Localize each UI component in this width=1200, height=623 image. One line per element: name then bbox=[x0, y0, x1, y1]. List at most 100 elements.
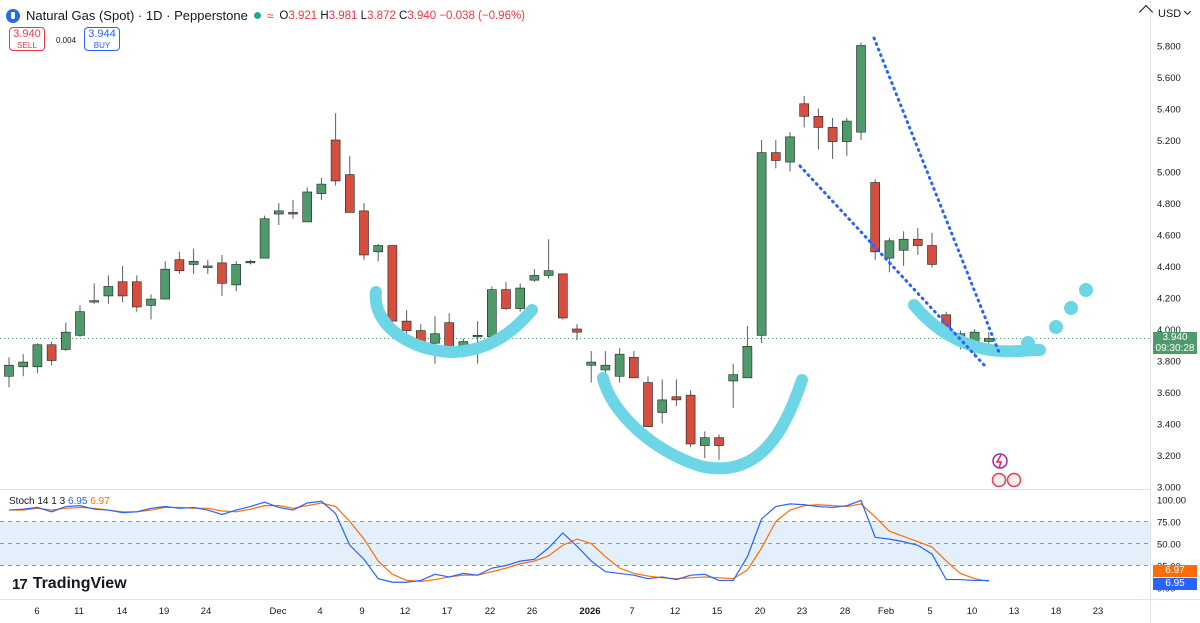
candle bbox=[46, 341, 57, 366]
wave-icon: ≈ bbox=[266, 8, 274, 23]
time-tick-label: 6 bbox=[34, 606, 39, 617]
candle bbox=[714, 434, 724, 460]
time-tick-label: 26 bbox=[527, 606, 538, 617]
rounded-bottom-arc bbox=[369, 286, 538, 359]
tradingview-logo[interactable]: 17 TradingView bbox=[12, 575, 127, 593]
us-flag-icon bbox=[1006, 472, 1022, 488]
symbol-header[interactable]: Natural Gas (Spot) · 1D · Pepperstone ≈ … bbox=[6, 8, 525, 23]
candle-body bbox=[344, 174, 355, 213]
candle bbox=[146, 294, 156, 320]
time-tick-label: 20 bbox=[755, 606, 766, 617]
candle-body bbox=[628, 357, 639, 379]
candle-body bbox=[146, 298, 156, 306]
stoch-d-value: 6.97 bbox=[90, 496, 110, 507]
time-tick-label: Feb bbox=[878, 606, 894, 617]
price-tick-label: 5.400 bbox=[1157, 105, 1181, 116]
currency-dropdown[interactable]: USD bbox=[1158, 8, 1190, 20]
time-tick-label: 23 bbox=[1093, 606, 1104, 617]
price-axis-border bbox=[1150, 0, 1151, 623]
trendline-lower bbox=[798, 164, 987, 368]
candle bbox=[75, 305, 85, 337]
price-tick-label: 5.600 bbox=[1157, 73, 1181, 84]
time-tick-label: 17 bbox=[442, 606, 453, 617]
candle-body bbox=[430, 333, 440, 344]
projection-circle bbox=[1079, 283, 1093, 297]
candle bbox=[18, 354, 29, 377]
candle-body bbox=[18, 361, 29, 368]
stoch-tick-label: 50.00 bbox=[1157, 540, 1181, 551]
candle bbox=[529, 269, 540, 282]
candle-body bbox=[770, 152, 781, 161]
price-tick-label: 3.400 bbox=[1157, 420, 1181, 431]
candle bbox=[60, 322, 71, 352]
last-price: 3.940 bbox=[1162, 332, 1188, 343]
candle bbox=[785, 132, 795, 172]
candle bbox=[742, 325, 753, 379]
candle bbox=[288, 199, 298, 219]
candle-body bbox=[742, 346, 753, 379]
candle bbox=[643, 376, 653, 427]
candle-body bbox=[841, 120, 852, 142]
candle-body bbox=[373, 245, 384, 253]
candle bbox=[912, 228, 923, 255]
candle bbox=[756, 140, 767, 344]
candle bbox=[685, 390, 696, 448]
candle bbox=[387, 245, 398, 322]
candle bbox=[344, 155, 355, 213]
candle-body bbox=[32, 344, 43, 368]
candle bbox=[401, 310, 412, 337]
time-tick-label: 7 bbox=[629, 606, 634, 617]
candle-body bbox=[245, 260, 256, 264]
candle bbox=[231, 261, 241, 292]
price-tick-label: 4.000 bbox=[1157, 325, 1181, 336]
price-tick-label: 3.200 bbox=[1157, 451, 1181, 462]
candle-body bbox=[856, 45, 866, 133]
time-tick-label: Dec bbox=[270, 606, 287, 617]
candle-body bbox=[316, 183, 327, 194]
price-tick-label: 3.800 bbox=[1157, 357, 1181, 368]
lightning-glyph bbox=[995, 454, 1003, 469]
candle-body bbox=[401, 320, 412, 331]
candle-body bbox=[75, 311, 85, 336]
symbol-title[interactable]: Natural Gas (Spot) · 1D · Pepperstone bbox=[26, 8, 248, 23]
stoch-legend[interactable]: Stoch 14 1 3 6.95 6.97 bbox=[9, 496, 110, 507]
stoch-k-value: 6.95 bbox=[67, 496, 88, 507]
candle bbox=[132, 275, 142, 312]
time-tick-label: 28 bbox=[840, 606, 851, 617]
buy-label: BUY bbox=[93, 41, 111, 50]
market-open-icon bbox=[253, 12, 261, 19]
price-tick-label: 4.200 bbox=[1157, 294, 1181, 305]
candle-body bbox=[671, 396, 682, 401]
candle bbox=[359, 203, 369, 260]
candle-body bbox=[515, 287, 526, 309]
candle-body bbox=[643, 382, 653, 427]
candle bbox=[160, 261, 170, 300]
sell-button[interactable]: 3.940 SELL bbox=[9, 27, 45, 51]
candle-body bbox=[132, 281, 142, 308]
candle bbox=[515, 283, 526, 312]
drawings-layer bbox=[369, 36, 1093, 488]
candle bbox=[543, 239, 554, 279]
candle bbox=[927, 232, 937, 268]
price-tick-label: 5.800 bbox=[1157, 42, 1181, 53]
time-tick-label: 5 bbox=[927, 606, 932, 617]
candle-body bbox=[359, 210, 369, 256]
candle-body bbox=[231, 264, 241, 286]
candle bbox=[89, 283, 99, 304]
candle-body bbox=[4, 364, 14, 377]
price-tick-label: 3.600 bbox=[1157, 388, 1181, 399]
candle bbox=[302, 187, 313, 223]
stoch-tick-label: 100.00 bbox=[1157, 496, 1186, 507]
buy-button[interactable]: 3.944 BUY bbox=[84, 27, 120, 51]
time-tick-label: 13 bbox=[1009, 606, 1020, 617]
candle-body bbox=[117, 281, 128, 297]
bar-countdown: 09:30:28 bbox=[1155, 343, 1195, 354]
candle-body bbox=[273, 210, 284, 215]
last-price-tag: 3.940 09:30:28 bbox=[1153, 332, 1197, 354]
candle bbox=[827, 117, 838, 159]
price-tick-label: 4.600 bbox=[1157, 231, 1181, 242]
price-tick-label: 4.800 bbox=[1157, 199, 1181, 210]
buy-price: 3.944 bbox=[88, 28, 116, 40]
candle-body bbox=[472, 334, 483, 338]
candle bbox=[884, 237, 895, 273]
